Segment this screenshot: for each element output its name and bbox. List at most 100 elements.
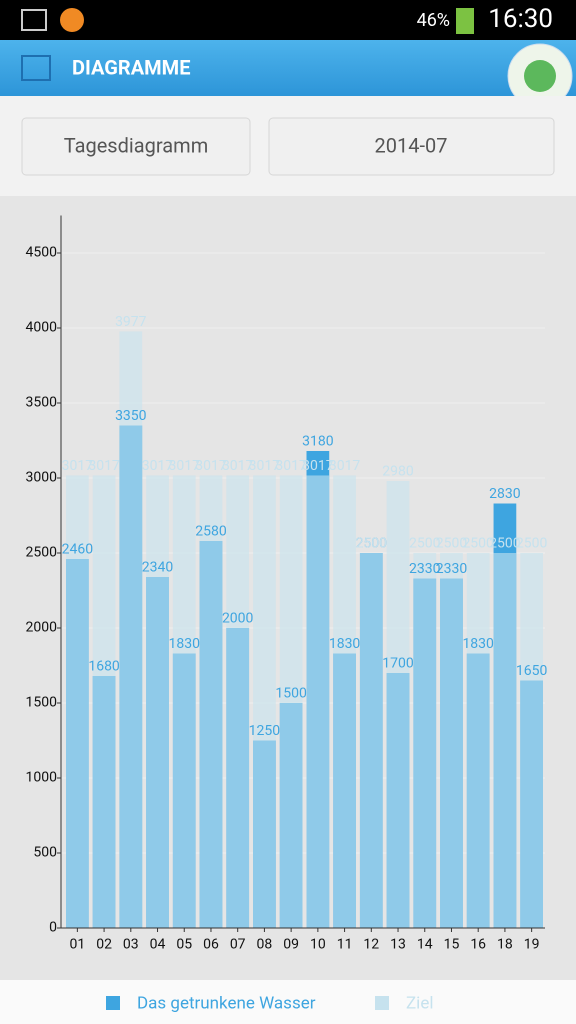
header-title: DIAGRAMME (72, 55, 190, 79)
goal-bar (493, 553, 517, 928)
legend-swatch (375, 996, 389, 1010)
value-label: 2340 (142, 560, 174, 576)
y-tick-label: 3000 (26, 470, 58, 486)
x-tick-label: 10 (310, 937, 326, 953)
y-tick-label: 2000 (26, 620, 58, 636)
goal-bar (359, 553, 383, 928)
y-tick-label: 3500 (26, 395, 58, 411)
legend-label: Ziel (406, 993, 433, 1013)
value-label: 3977 (115, 314, 147, 330)
value-label: 1700 (382, 656, 414, 672)
value-label: 2500 (489, 536, 521, 552)
value-label: 2500 (436, 536, 468, 552)
value-label: 2500 (462, 536, 494, 552)
value-label: 1500 (275, 686, 307, 702)
value-label: 3017 (329, 458, 361, 474)
value-label: 3017 (275, 458, 307, 474)
value-label: 2500 (516, 536, 548, 552)
value-label: 3017 (142, 458, 174, 474)
battery-icon (456, 8, 474, 34)
goal-bar (386, 481, 410, 928)
goal-bar (520, 553, 543, 928)
value-label: 2000 (222, 611, 254, 627)
value-label: 2830 (489, 486, 521, 502)
x-tick-label: 03 (123, 937, 139, 953)
value-label: 3350 (115, 408, 147, 424)
value-label: 1650 (516, 663, 548, 679)
value-label: 3017 (249, 458, 281, 474)
value-label: 2580 (195, 524, 227, 540)
month-button-label: 2014-07 (375, 133, 448, 157)
x-tick-label: 05 (176, 937, 192, 953)
x-tick-label: 01 (69, 937, 85, 953)
legend-label: Das getrunkene Wasser (137, 993, 316, 1013)
header (0, 40, 576, 96)
value-label: 3180 (302, 434, 334, 450)
legend-area (0, 980, 576, 1024)
x-tick-label: 08 (257, 937, 273, 953)
goal-bar (413, 553, 437, 928)
goal-bar (92, 475, 116, 928)
goal-bar (146, 475, 169, 928)
y-tick-label: 4000 (26, 320, 58, 336)
goal-bar (440, 553, 463, 928)
app-icon (60, 8, 84, 32)
x-tick-label: 12 (363, 937, 379, 953)
x-tick-label: 11 (337, 937, 353, 953)
goal-bar (466, 553, 490, 928)
x-tick-label: 02 (96, 937, 112, 953)
x-tick-label: 19 (524, 937, 540, 953)
value-label: 3017 (169, 458, 201, 474)
value-label: 2330 (409, 561, 441, 577)
value-label: 1250 (249, 723, 281, 739)
goal-bar (226, 475, 250, 928)
battery-text: 46% (417, 10, 450, 31)
x-tick-label: 18 (497, 937, 513, 953)
plot: 0 500 1000 1500 2000 2500 3000 3500 4000 4500 01 02… (26, 215, 548, 1013)
legend-swatch (106, 996, 120, 1010)
clover-icon (524, 60, 556, 92)
month-button[interactable] (268, 117, 555, 176)
y-tick-label: 1000 (26, 770, 58, 786)
value-label: 2460 (62, 542, 94, 558)
goal-bar (306, 475, 330, 928)
mode-button[interactable] (21, 117, 251, 176)
value-label: 1830 (462, 636, 494, 652)
value-label: 3017 (88, 458, 120, 474)
goal-bar (199, 475, 223, 928)
y-tick-label: 4500 (26, 245, 58, 261)
x-tick-label: 13 (390, 937, 406, 953)
gallery-icon (21, 9, 47, 31)
y-tick-label: 500 (33, 845, 57, 861)
goal-bar (172, 475, 196, 928)
value-label: 2500 (409, 536, 441, 552)
y-tick-label: 0 (49, 920, 57, 936)
value-label: 3017 (222, 458, 254, 474)
value-label: 1830 (169, 636, 201, 652)
y-tick-label: 1500 (26, 695, 58, 711)
goal-bar (333, 475, 356, 928)
value-label: 1830 (329, 636, 361, 652)
goal-bar (66, 475, 89, 928)
value-label: 2330 (436, 561, 468, 577)
x-tick-label: 04 (150, 937, 166, 953)
value-label: 3017 (62, 458, 94, 474)
value-label: 3017 (302, 458, 334, 474)
chart-icon (21, 55, 51, 81)
value-label: 2980 (382, 464, 414, 480)
x-tick-label: 09 (283, 937, 299, 953)
x-tick-label: 14 (417, 937, 433, 953)
status-bar (0, 0, 576, 40)
y-tick-label: 2500 (26, 545, 58, 561)
value-label: 2500 (356, 536, 388, 552)
x-tick-label: 16 (470, 937, 486, 953)
x-tick-label: 15 (444, 937, 460, 953)
goal-bar (279, 475, 303, 928)
goal-bar (119, 331, 143, 928)
goal-bar (253, 475, 276, 928)
x-tick-label: 07 (230, 937, 246, 953)
x-tick-label: 06 (203, 937, 219, 953)
value-label: 1680 (88, 659, 120, 675)
